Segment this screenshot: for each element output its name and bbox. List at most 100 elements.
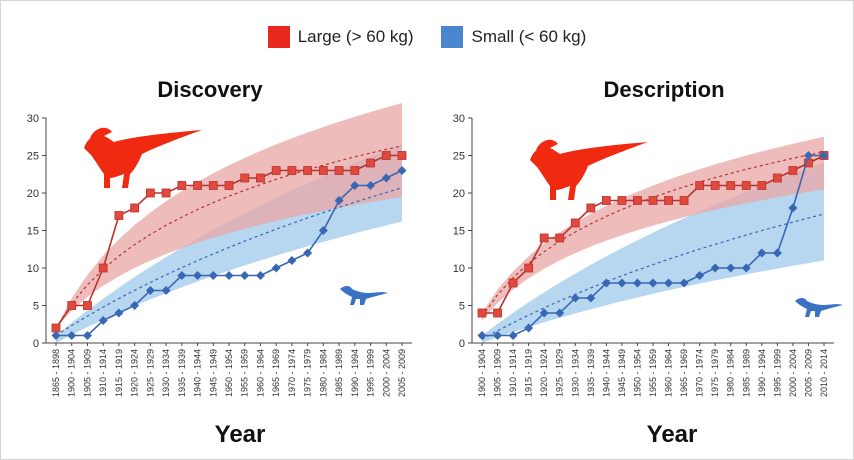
data-point-large (772, 173, 782, 183)
x-tick-label: 1980 - 1984 (726, 349, 736, 397)
x-tick-label: 1940 - 1944 (601, 349, 611, 397)
x-tick-label: 1925 - 1929 (145, 349, 155, 397)
x-tick-label: 1915 - 1919 (114, 349, 124, 397)
data-point-small (255, 271, 265, 280)
data-point-small (632, 278, 642, 288)
data-point-large (570, 218, 580, 228)
x-tick-label: 1945 - 1949 (617, 349, 627, 397)
x-tick-label: 1960 - 1964 (664, 349, 674, 397)
x-tick-label: 1955 - 1959 (648, 349, 658, 397)
data-point-large (695, 181, 705, 190)
hadrosaur-silhouette-icon (530, 139, 648, 200)
y-tick-label: 0 (33, 338, 39, 350)
data-point-large (381, 151, 391, 160)
data-point-small (240, 271, 250, 280)
y-tick-label: 25 (453, 151, 465, 163)
data-point-small (381, 173, 391, 183)
data-point-large (601, 196, 611, 205)
x-tick-label: 1910 - 1914 (98, 349, 108, 397)
small-theropod-silhouette-icon (340, 286, 388, 305)
x-tick-label: 1970 - 1974 (695, 349, 705, 397)
data-point-large (741, 181, 751, 190)
theropod-body (340, 286, 388, 305)
data-point-large (617, 196, 627, 205)
data-point-small (741, 263, 751, 273)
x-tick-label: 2000 - 2004 (788, 349, 798, 397)
x-tick-label: 1930 - 1934 (570, 349, 580, 397)
chart-title: Description (603, 77, 724, 102)
data-point-small (271, 263, 281, 273)
chart-panel-discovery: 0 5 10 15 20 25 30 1865 - 1898 1900 - 1904 1905 -… (27, 77, 412, 448)
data-point-large (287, 166, 297, 175)
data-point-large (334, 166, 344, 175)
x-tick-label: 1935 - 1939 (586, 349, 596, 397)
trend-line-small (481, 213, 825, 340)
data-point-large (710, 181, 720, 190)
data-point-large (679, 196, 689, 205)
trend-line-large (55, 145, 403, 329)
x-tick-label: 1975 - 1979 (710, 349, 720, 397)
data-point-large (114, 211, 124, 220)
data-point-small (130, 301, 140, 310)
data-point-small (788, 203, 798, 213)
x-tick-label: 1975 - 1979 (303, 349, 313, 397)
x-tick-label: 1980 - 1984 (318, 349, 328, 397)
y-tick-label: 5 (459, 301, 465, 313)
legend-item-large: Large (> 60 kg) (267, 26, 414, 48)
data-point-small (617, 278, 627, 288)
x-tick-label: 1900 - 1904 (67, 349, 77, 397)
data-point-small (524, 323, 534, 333)
x-tick-label: 1990 - 1994 (757, 349, 767, 397)
data-point-large (98, 263, 108, 273)
data-point-large (757, 181, 767, 190)
data-point-large (224, 181, 234, 190)
hadrosaur-body (530, 142, 648, 200)
chart-panel-description: 0 5 10 15 20 25 30 1900 - 1904 1905 - 1909 1910 -… (453, 77, 843, 448)
data-point-small (51, 331, 61, 340)
hadrosaur-crest (536, 139, 558, 150)
data-point-small (114, 308, 124, 318)
data-point-large (318, 166, 328, 175)
x-tick-label: 1965 - 1969 (679, 349, 689, 397)
legend: Large (> 60 kg) Small (< 60 kg) (0, 26, 854, 48)
x-tick-label: 1960 - 1964 (256, 349, 266, 397)
hadrosaur-silhouette-icon (84, 127, 202, 188)
data-point-small (726, 263, 736, 273)
x-tick-label: 1920 - 1924 (539, 349, 549, 397)
data-point-small (555, 308, 565, 318)
data-point-large (397, 151, 407, 160)
theropod-body (795, 298, 843, 317)
legend-label-large: Large (> 60 kg) (297, 27, 414, 46)
y-tick-label: 15 (27, 226, 39, 238)
data-point-small (757, 248, 767, 258)
data-point-large (648, 196, 658, 205)
data-point-small (710, 263, 720, 273)
x-axis-label: Year (215, 421, 266, 448)
data-point-large (788, 166, 798, 175)
data-point-small (772, 248, 782, 258)
data-point-small (397, 166, 407, 175)
data-point-small (287, 256, 297, 265)
data-point-large (539, 233, 549, 243)
x-tick-label: 1955 - 1959 (240, 349, 250, 397)
legend-swatch-large (267, 26, 290, 48)
data-point-small (570, 293, 580, 303)
x-tick-label: 2000 - 2004 (381, 349, 391, 397)
data-point-large (477, 308, 487, 318)
data-point-small (303, 248, 313, 258)
data-point-large (161, 188, 171, 198)
x-tick-label: 1935 - 1939 (177, 349, 187, 397)
y-tick-label: 30 (453, 113, 465, 125)
x-tick-label: 1965 - 1969 (271, 349, 281, 397)
data-point-small (695, 271, 705, 280)
confidence-band-large (56, 103, 402, 328)
data-point-small (334, 196, 344, 205)
data-point-small (350, 181, 360, 190)
data-point-small (477, 331, 487, 340)
data-point-small (803, 151, 813, 160)
x-tick-label: 2010 - 2014 (819, 349, 829, 397)
x-tick-label: 1910 - 1914 (508, 349, 518, 397)
x-tick-label: 1995 - 1999 (772, 349, 782, 397)
y-tick-label: 20 (453, 188, 465, 200)
x-tick-label: 1985 - 1989 (334, 349, 344, 397)
